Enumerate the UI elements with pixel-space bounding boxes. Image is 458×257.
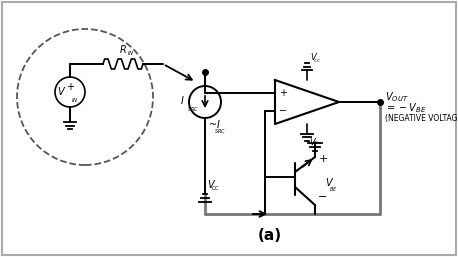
Text: $V$: $V$: [325, 176, 334, 188]
Text: $_{SRC}$: $_{SRC}$: [214, 128, 226, 136]
Text: $_{EE}$: $_{EE}$: [312, 140, 320, 147]
Text: $_{IN}$: $_{IN}$: [127, 49, 135, 58]
Text: $I$: $I$: [180, 94, 185, 106]
Text: ~$I$: ~$I$: [208, 118, 221, 130]
Text: (NEGATIVE VOLTAGE): (NEGATIVE VOLTAGE): [385, 114, 458, 123]
Text: $= -V_{BE}$: $= -V_{BE}$: [385, 101, 426, 115]
Text: $_{IN}$: $_{IN}$: [71, 96, 78, 105]
Text: $V_{OUT}$: $V_{OUT}$: [385, 90, 409, 104]
Text: $_{CC}$: $_{CC}$: [211, 185, 220, 193]
Text: $_{CC}$: $_{CC}$: [313, 58, 321, 65]
Text: (a): (a): [258, 227, 282, 243]
Polygon shape: [275, 80, 339, 124]
Text: $V$: $V$: [310, 51, 318, 62]
Text: +: +: [66, 82, 74, 92]
Text: $R$: $R$: [119, 43, 127, 55]
Text: $_{BE}$: $_{BE}$: [329, 185, 338, 194]
Text: $V$: $V$: [309, 136, 317, 147]
Text: $V$: $V$: [207, 178, 216, 190]
Text: +: +: [318, 154, 327, 164]
Text: −: −: [318, 192, 327, 202]
Text: −: −: [279, 106, 287, 116]
Text: $_{SRC}$: $_{SRC}$: [187, 105, 199, 114]
Text: $V$: $V$: [57, 85, 66, 97]
Text: +: +: [279, 88, 287, 98]
FancyBboxPatch shape: [2, 2, 456, 255]
